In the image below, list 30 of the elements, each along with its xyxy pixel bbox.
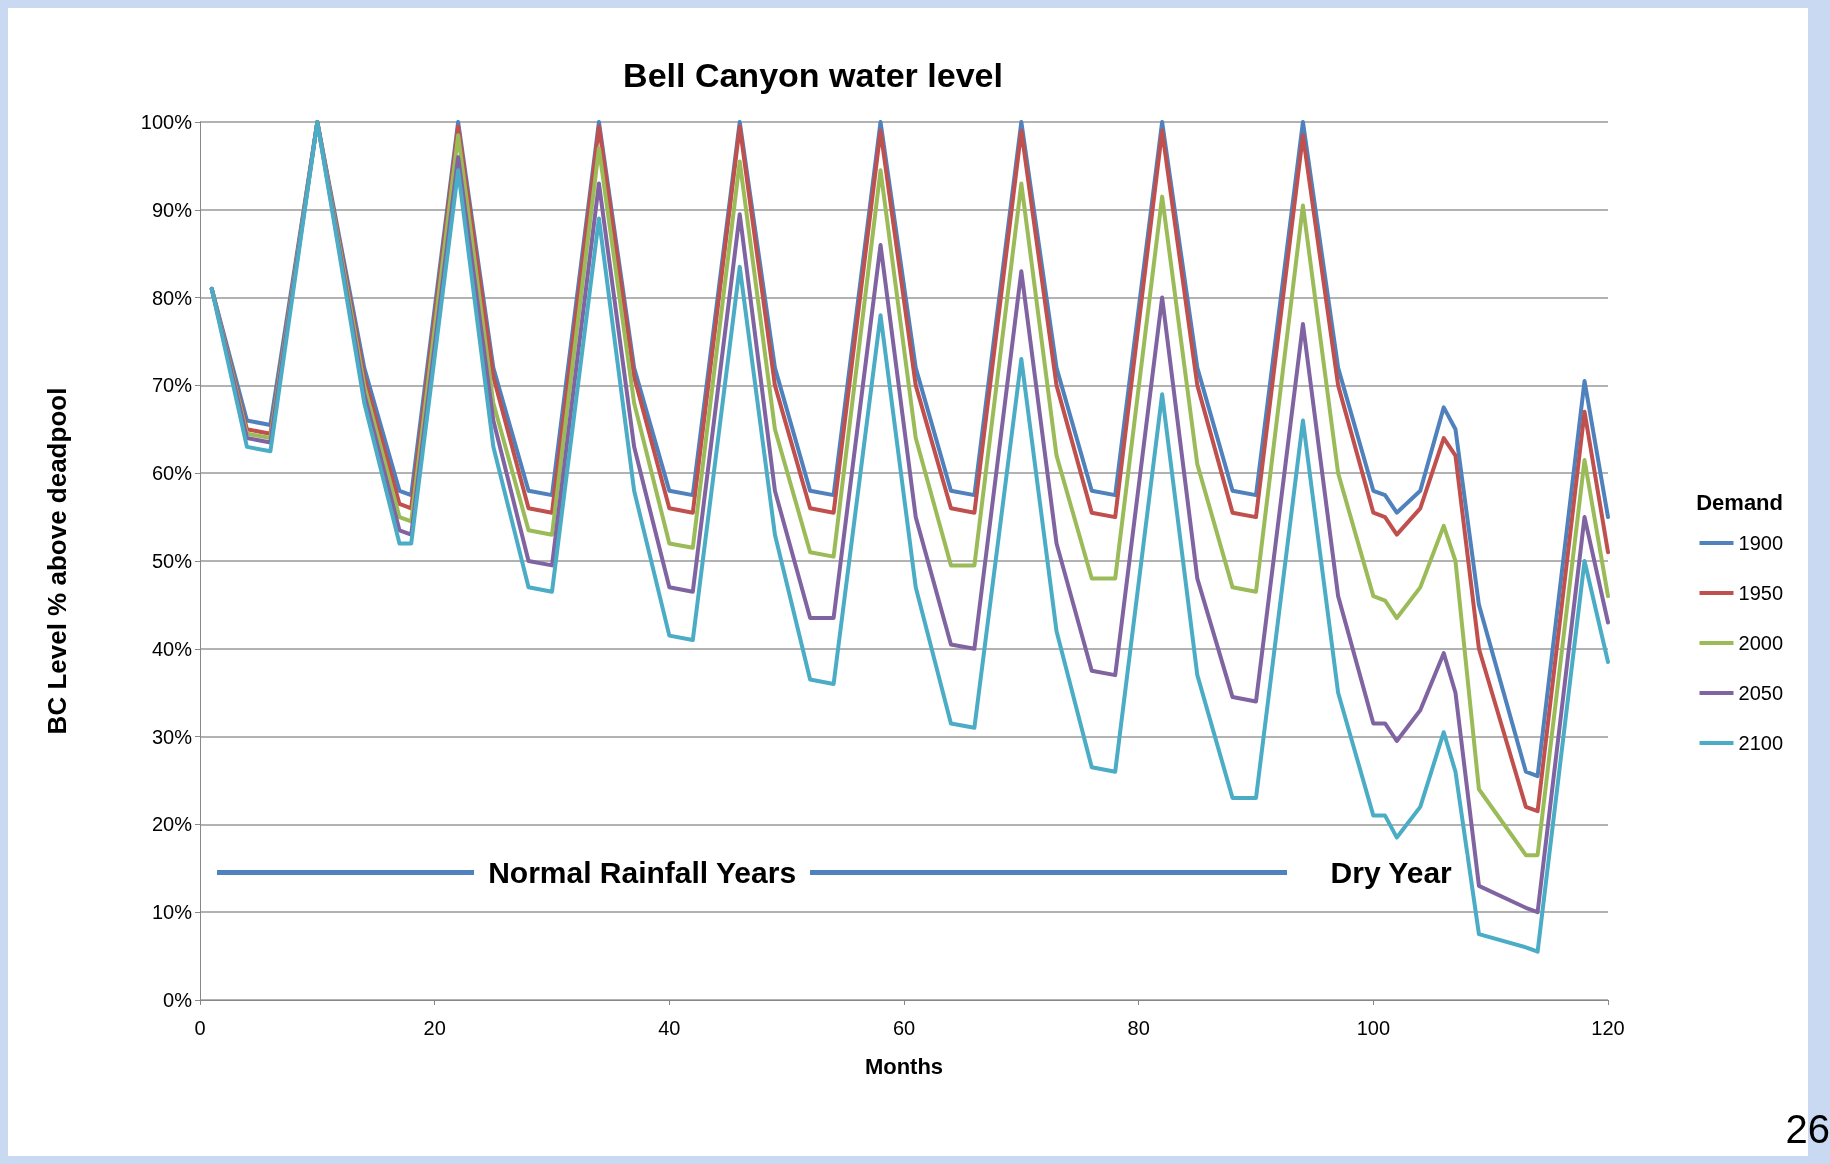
legend-label: 2050 xyxy=(1738,682,1784,704)
chart-title: Bell Canyon water level xyxy=(623,56,1003,94)
legend-label: 1900 xyxy=(1738,532,1784,554)
x-tick-label: 20 xyxy=(423,1017,446,1039)
y-tick-label: 40% xyxy=(151,637,193,660)
legend-title: Demand xyxy=(1696,489,1783,515)
y-tick-label: 90% xyxy=(151,198,193,221)
x-axis-title: Months xyxy=(864,1053,944,1079)
annotation: Normal Rainfall Years xyxy=(474,853,811,892)
y-tick-label: 60% xyxy=(151,462,193,485)
y-tick-label: 30% xyxy=(151,725,193,748)
x-tick-label: 120 xyxy=(1591,1017,1625,1039)
y-tick-label: 0% xyxy=(163,989,193,1011)
legend-label: 2000 xyxy=(1738,632,1784,654)
annotation: Dry Year xyxy=(1316,853,1466,892)
y-axis-title: BC Level % above deadpool xyxy=(42,387,72,735)
legend-label: 2100 xyxy=(1738,732,1784,754)
y-tick-label: 10% xyxy=(151,901,193,924)
x-tick-label: 100 xyxy=(1356,1017,1391,1039)
y-tick-label: 20% xyxy=(151,813,193,836)
text: 26 xyxy=(1785,1107,1830,1152)
x-tick-label: 0 xyxy=(194,1017,206,1039)
legend-label: 1950 xyxy=(1738,582,1784,604)
y-tick-label: 50% xyxy=(151,550,193,572)
x-tick-label: 60 xyxy=(892,1017,916,1039)
y-tick-label: 70% xyxy=(151,374,193,397)
x-tick-label: 80 xyxy=(1127,1017,1150,1039)
y-tick-label: 80% xyxy=(151,286,193,309)
x-tick-label: 40 xyxy=(658,1017,681,1039)
y-tick-label: 100% xyxy=(140,111,193,133)
